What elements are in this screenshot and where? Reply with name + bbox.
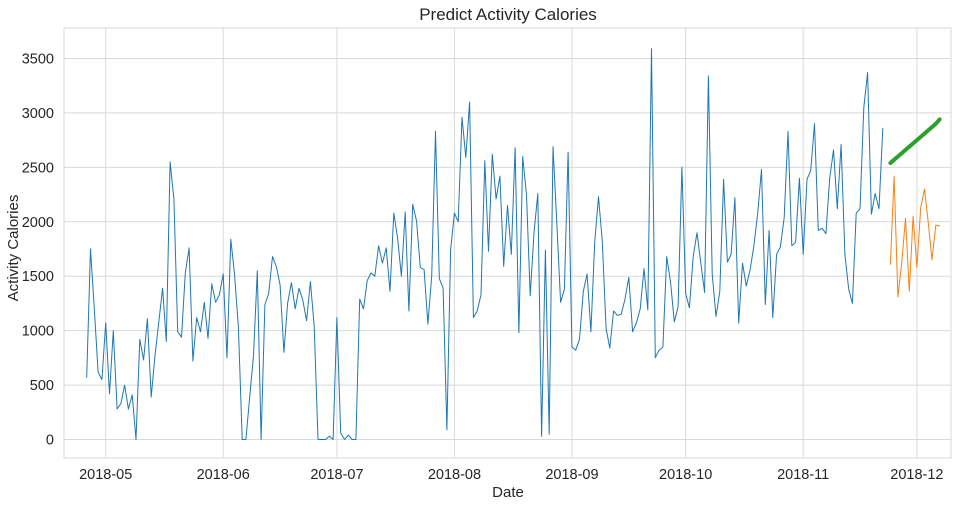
series-line-2 — [888, 117, 942, 165]
y-tick-label: 2500 — [22, 160, 54, 176]
plot-frame — [63, 27, 952, 459]
x-axis-label: Date — [492, 484, 524, 501]
y-tick-label: 500 — [30, 378, 54, 394]
y-tick-label: 3000 — [22, 106, 54, 122]
chart-title: Predict Activity Calories — [419, 5, 597, 24]
x-tick-label: 2018-10 — [659, 467, 712, 483]
y-tick-label: 1000 — [22, 324, 54, 340]
series-line-0 — [86, 48, 884, 440]
y-tick-label: 3500 — [22, 51, 54, 67]
x-tick-label: 2018-09 — [545, 467, 598, 483]
x-tick-label: 2018-07 — [310, 467, 363, 483]
x-tick-label: 2018-12 — [890, 467, 943, 483]
x-tick-label: 2018-06 — [197, 467, 250, 483]
y-tick-label: 2000 — [22, 215, 54, 231]
x-tick-label: 2018-11 — [777, 467, 829, 483]
x-tick-label: 2018-08 — [428, 467, 481, 483]
y-tick-label: 0 — [46, 432, 54, 448]
x-tick-label: 2018-05 — [79, 467, 132, 483]
series-line-1 — [889, 175, 941, 298]
grid-lines — [63, 27, 952, 459]
y-tick-label: 1500 — [22, 269, 54, 285]
series-group — [86, 48, 942, 440]
tick-labels: 0 500 1000 1500 2000 2500 3000 3500 2018-05 2018-… — [22, 51, 944, 483]
y-axis-label: Activity Calories — [5, 195, 22, 302]
